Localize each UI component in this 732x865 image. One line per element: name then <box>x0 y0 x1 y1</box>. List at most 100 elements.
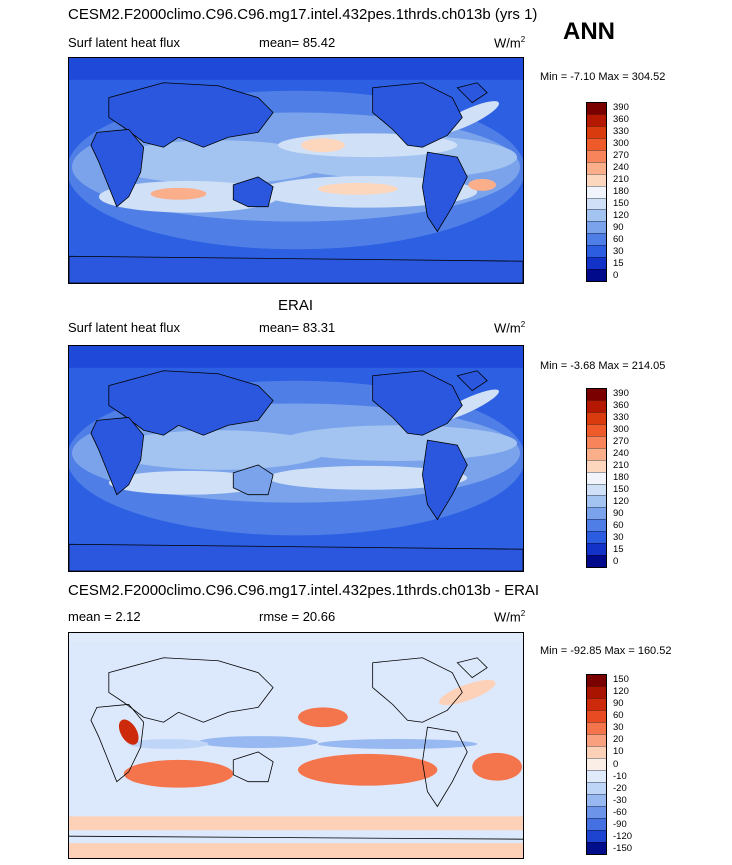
panel-1-mean: mean= 85.42 <box>259 35 336 50</box>
colorbar-tick-label: 360 <box>613 400 629 411</box>
colorbar-segment <box>587 842 606 854</box>
colorbar-segment <box>587 495 606 508</box>
colorbar-segment <box>587 543 606 556</box>
colorbar-segment <box>587 734 606 746</box>
colorbar-segment <box>587 257 606 270</box>
colorbar-tick-label: 210 <box>613 460 629 471</box>
colorbar-segment <box>587 399 606 412</box>
colorbar-segment <box>587 830 606 842</box>
colorbar-segment <box>587 389 606 400</box>
season-label: ANN <box>563 18 615 45</box>
panel-1-title: CESM2.F2000climo.C96.C96.mg17.intel.432p… <box>68 6 538 23</box>
panel-1-min-max: Min = -7.10 Max = 304.52 <box>540 71 666 83</box>
panel-3-units: W/m2 <box>494 609 526 625</box>
colorbar-tick-label: -10 <box>613 770 627 782</box>
panel-3-map-svg <box>69 633 523 858</box>
colorbar-segment <box>587 269 606 282</box>
colorbar-tick-label: 120 <box>613 686 629 698</box>
colorbar-segment <box>587 221 606 234</box>
colorbar-segment <box>587 782 606 794</box>
colorbar-tick-label: 150 <box>613 198 629 209</box>
colorbar-tick-label: 210 <box>613 174 629 185</box>
colorbar-tick-label: 330 <box>613 412 629 423</box>
colorbar-segment <box>587 185 606 198</box>
colorbar-segment <box>587 137 606 150</box>
colorbar-tick-label: 120 <box>613 496 629 507</box>
panel-1-field-label: Surf latent heat flux <box>68 35 181 50</box>
colorbar-segment <box>587 818 606 830</box>
colorbar-tick-label: 60 <box>613 234 624 245</box>
colorbar-segment <box>587 675 606 686</box>
colorbar-segment <box>587 746 606 758</box>
colorbar-segment <box>587 531 606 544</box>
colorbar-segment <box>587 197 606 210</box>
colorbar-tick-label: 330 <box>613 126 629 137</box>
colorbar-segment <box>587 555 606 568</box>
panel-1-map <box>68 57 524 284</box>
colorbar-tick-label: 150 <box>613 484 629 495</box>
colorbar-tick-label: 10 <box>613 746 624 758</box>
panel-1-units: W/m2 <box>494 35 526 51</box>
panel-2-title: ERAI <box>278 297 314 314</box>
colorbar-segment <box>587 173 606 186</box>
colorbar-segment <box>587 149 606 162</box>
continents <box>69 657 523 840</box>
colorbar-tick-label: 60 <box>613 520 624 531</box>
colorbar-segment <box>587 770 606 782</box>
colorbar-tick-label: 15 <box>613 544 624 555</box>
colorbar-segment <box>587 806 606 818</box>
colorbar-segment <box>587 423 606 436</box>
colorbar-tick-label: 30 <box>613 532 624 543</box>
colorbar-tick-label: 270 <box>613 150 629 161</box>
colorbar-tick-label: -150 <box>613 842 633 854</box>
panel-2-colorbar <box>586 388 607 568</box>
panel-3-title: CESM2.F2000climo.C96.C96.mg17.intel.432p… <box>68 582 540 599</box>
colorbar-segment <box>587 113 606 126</box>
colorbar-tick-label: -60 <box>613 806 627 818</box>
colorbar-tick-label: 360 <box>613 114 629 125</box>
panel-1-colorbar <box>586 102 607 282</box>
panel-2-min-max: Min = -3.68 Max = 214.05 <box>540 360 666 372</box>
continents <box>69 82 523 283</box>
colorbar-tick-label: 90 <box>613 698 624 710</box>
colorbar-segment <box>587 710 606 722</box>
colorbar-tick-label: 15 <box>613 258 624 269</box>
panel-2-field-label: Surf latent heat flux <box>68 320 181 335</box>
colorbar-segment <box>587 758 606 770</box>
colorbar-tick-label: 30 <box>613 722 624 734</box>
colorbar-segment <box>587 245 606 258</box>
colorbar-tick-label: 180 <box>613 186 629 197</box>
panel-3-mean: mean = 2.12 <box>68 609 141 624</box>
colorbar-tick-label: 90 <box>613 222 624 233</box>
colorbar-tick-label: 0 <box>613 556 619 567</box>
colorbar-tick-label: 390 <box>613 388 629 399</box>
colorbar-tick-label: -120 <box>613 830 633 842</box>
colorbar-tick-label: 0 <box>613 758 619 770</box>
colorbar-tick-label: -30 <box>613 794 627 806</box>
colorbar-segment <box>587 125 606 138</box>
colorbar-tick-label: 90 <box>613 508 624 519</box>
colorbar-tick-label: -90 <box>613 818 627 830</box>
panel-1-map-svg <box>69 58 523 283</box>
colorbar-tick-label: 300 <box>613 138 629 149</box>
colorbar-segment <box>587 161 606 174</box>
colorbar-tick-label: 390 <box>613 102 629 113</box>
colorbar-segment <box>587 471 606 484</box>
panel-3-min-max: Min = -92.85 Max = 160.52 <box>540 645 672 657</box>
colorbar-tick-label: 0 <box>613 270 619 281</box>
colorbar-tick-label: 180 <box>613 472 629 483</box>
colorbar-segment <box>587 209 606 222</box>
colorbar-segment <box>587 519 606 532</box>
panel-3-map <box>68 632 524 859</box>
panel-3-colorbar <box>586 674 607 855</box>
colorbar-segment <box>587 411 606 424</box>
colorbar-tick-label: 20 <box>613 734 624 746</box>
colorbar-tick-label: 240 <box>613 162 629 173</box>
colorbar-tick-label: 300 <box>613 424 629 435</box>
panel-2-map-svg <box>69 346 523 571</box>
colorbar-tick-label: 270 <box>613 436 629 447</box>
colorbar-segment <box>587 686 606 698</box>
colorbar-tick-label: -20 <box>613 782 627 794</box>
colorbar-tick-label: 150 <box>613 674 629 686</box>
colorbar-segment <box>587 483 606 496</box>
